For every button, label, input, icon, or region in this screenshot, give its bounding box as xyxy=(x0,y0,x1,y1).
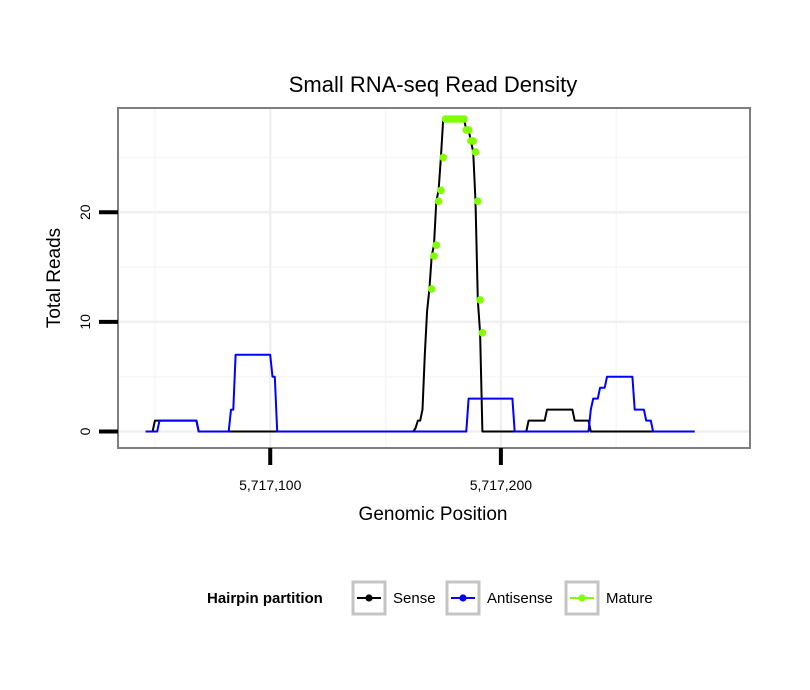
legend-label-mature: Mature xyxy=(606,590,653,607)
y-axis: 0 10 20 xyxy=(77,204,118,435)
legend: Hairpin partition Sense Antisense Mature xyxy=(207,580,653,616)
legend-key-dot-antisense xyxy=(459,594,467,602)
x-tick-label: 5,717,200 xyxy=(470,477,532,493)
legend-title: Hairpin partition xyxy=(207,590,323,607)
plot-panel xyxy=(117,107,751,449)
plot-border xyxy=(117,107,751,449)
data-point-mature xyxy=(430,252,438,260)
data-point-mature xyxy=(437,186,445,195)
data-point-mature xyxy=(427,285,436,293)
data-point-mature xyxy=(471,148,480,156)
data-point-mature xyxy=(434,197,443,205)
data-point-mature xyxy=(432,241,441,249)
y-axis-title: Total Reads xyxy=(44,228,65,328)
legend-label-antisense: Antisense xyxy=(487,590,553,607)
data-point-mature xyxy=(460,115,468,123)
plot-background xyxy=(118,108,750,448)
x-tick-label: 5,717,100 xyxy=(239,477,301,493)
y-tick-label: 10 xyxy=(77,314,93,330)
x-axis-title: Genomic Position xyxy=(359,504,508,525)
x-axis: 5,717,100 5,717,200 xyxy=(239,448,532,493)
legend-label-sense: Sense xyxy=(393,590,436,607)
data-point-mature xyxy=(439,153,448,162)
data-point-mature xyxy=(476,296,484,304)
series-layer xyxy=(145,115,695,433)
legend-key-dot-mature xyxy=(578,594,586,602)
legend-item-mature: Mature xyxy=(564,580,653,616)
data-point-mature xyxy=(464,126,473,134)
data-point-mature xyxy=(478,329,487,337)
y-tick-label: 0 xyxy=(77,427,93,435)
legend-item-antisense: Antisense xyxy=(445,580,553,616)
data-point-mature xyxy=(474,197,482,205)
series-line-antisense xyxy=(145,353,695,433)
legend-key-dot-sense xyxy=(365,594,373,602)
chart-title: Small RNA-seq Read Density xyxy=(289,72,578,97)
y-tick-label: 20 xyxy=(77,204,93,220)
legend-item-sense: Sense xyxy=(351,580,436,616)
data-point-mature xyxy=(469,137,478,145)
